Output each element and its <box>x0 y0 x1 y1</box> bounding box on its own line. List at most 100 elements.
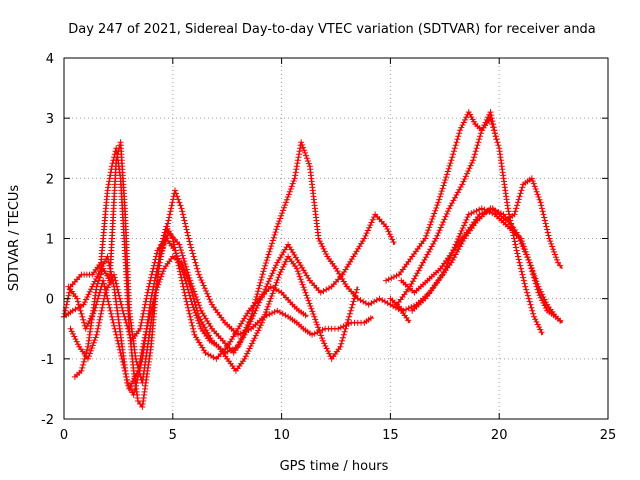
data-point-marker <box>90 339 97 346</box>
data-point-marker <box>470 209 477 216</box>
data-point-marker <box>526 259 533 266</box>
data-point-marker <box>367 222 374 229</box>
data-point-marker <box>282 312 289 319</box>
data-point-marker <box>514 202 521 209</box>
data-point-marker <box>137 361 144 368</box>
data-point-marker <box>181 258 188 265</box>
data-point-marker <box>437 193 444 200</box>
data-point-marker <box>457 184 464 191</box>
data-point-marker <box>540 293 547 300</box>
data-point-marker <box>517 237 524 244</box>
data-point-marker <box>203 288 210 295</box>
data-point-marker <box>349 301 356 308</box>
data-point-marker <box>72 306 79 313</box>
data-point-marker <box>107 307 114 314</box>
data-point-marker <box>193 294 200 301</box>
data-point-marker <box>137 325 144 332</box>
data-point-marker <box>185 235 192 242</box>
data-point-marker <box>107 279 114 286</box>
data-point-marker <box>72 336 79 343</box>
data-point-marker <box>78 310 85 317</box>
data-point-marker <box>270 234 277 241</box>
data-point-marker <box>512 241 519 248</box>
data-point-marker <box>384 226 391 233</box>
data-point-marker <box>497 210 504 217</box>
data-point-marker <box>289 180 296 187</box>
series-track-5 <box>67 235 360 374</box>
data-point-marker <box>144 289 151 296</box>
data-point-marker <box>131 375 138 382</box>
data-point-marker <box>323 286 330 293</box>
data-point-marker <box>95 270 102 277</box>
data-point-marker <box>449 256 456 263</box>
data-point-marker <box>143 292 150 299</box>
data-point-marker <box>549 243 556 250</box>
data-point-marker <box>322 342 329 349</box>
data-point-marker <box>320 288 327 295</box>
data-point-marker <box>71 333 78 340</box>
data-point-marker <box>302 289 309 296</box>
data-point-marker <box>443 174 450 181</box>
data-point-marker <box>267 295 274 302</box>
data-point-marker <box>103 287 110 294</box>
data-point-marker <box>436 196 443 203</box>
data-point-marker <box>455 246 462 253</box>
data-point-marker <box>78 367 85 374</box>
data-point-marker <box>89 283 96 290</box>
data-point-marker <box>446 162 453 169</box>
data-point-marker <box>307 303 314 310</box>
data-point-marker <box>313 319 320 326</box>
data-point-marker <box>492 133 499 140</box>
data-point-marker <box>282 258 289 265</box>
data-point-marker <box>254 302 261 309</box>
data-point-marker <box>177 263 184 270</box>
data-point-marker <box>151 259 158 266</box>
data-point-marker <box>96 319 103 326</box>
data-point-marker <box>246 345 253 352</box>
data-point-marker <box>542 305 549 312</box>
data-point-marker <box>178 247 185 254</box>
data-point-marker <box>166 211 173 218</box>
data-point-marker <box>105 184 112 191</box>
data-point-marker <box>241 331 248 338</box>
data-point-marker <box>452 142 459 149</box>
data-point-marker <box>458 227 465 234</box>
data-point-marker <box>346 310 353 317</box>
data-point-marker <box>175 258 182 265</box>
data-point-marker <box>277 215 284 222</box>
data-point-marker <box>64 298 71 305</box>
data-point-marker <box>263 257 270 264</box>
data-point-marker <box>520 274 527 281</box>
data-point-marker <box>300 284 307 291</box>
data-point-marker <box>160 268 167 275</box>
data-point-marker <box>235 331 242 338</box>
data-point-marker <box>264 303 271 310</box>
data-point-marker <box>541 296 548 303</box>
data-point-marker <box>164 220 171 227</box>
data-point-marker <box>456 130 463 137</box>
data-point-marker <box>459 122 466 129</box>
data-point-marker <box>315 235 322 242</box>
data-point-marker <box>187 313 194 320</box>
data-point-marker <box>425 248 432 255</box>
data-point-marker <box>476 136 483 143</box>
data-point-marker <box>294 160 301 167</box>
data-point-marker <box>247 342 254 349</box>
data-point-marker <box>183 280 190 287</box>
data-point-marker <box>434 202 441 209</box>
data-point-marker <box>319 337 326 344</box>
data-point-marker <box>368 300 375 307</box>
data-point-marker <box>305 297 312 304</box>
data-point-marker <box>538 202 545 209</box>
data-point-marker <box>439 221 446 228</box>
data-point-marker <box>470 157 477 164</box>
data-point-marker <box>250 313 257 320</box>
data-point-marker <box>316 238 323 245</box>
data-point-marker <box>421 256 428 263</box>
data-point-marker <box>119 304 126 311</box>
data-point-marker <box>261 265 268 272</box>
data-point-marker <box>94 295 101 302</box>
data-point-marker <box>449 154 456 161</box>
data-point-marker <box>494 139 501 146</box>
data-point-marker <box>244 326 251 333</box>
